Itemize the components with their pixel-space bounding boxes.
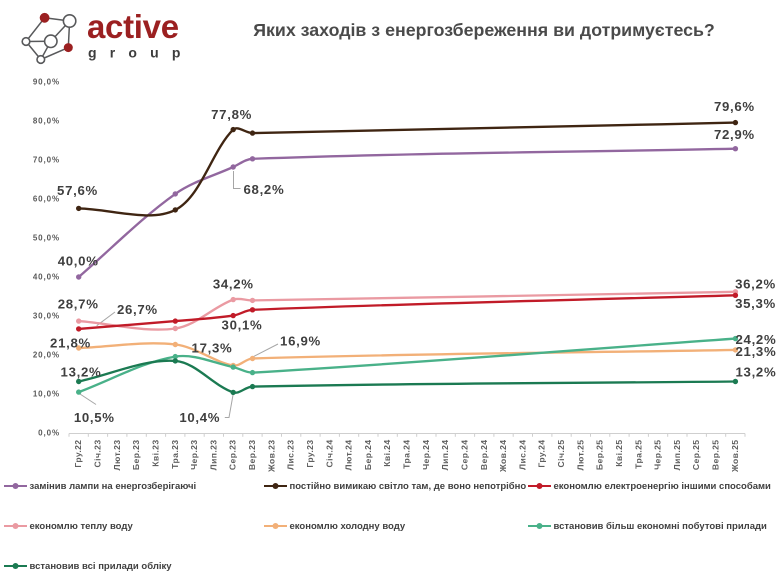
svg-text:90,0%: 90,0% [33,78,60,87]
svg-text:Гру.22: Гру.22 [73,440,83,468]
svg-text:Кві.25: Кві.25 [614,440,624,467]
svg-text:Жов.25: Жов.25 [730,440,740,474]
svg-text:постійно вимикаю світло там, д: постійно вимикаю світло там, де воно неп… [290,481,527,492]
svg-text:10,0%: 10,0% [33,390,60,399]
svg-text:Бер.24: Бер.24 [363,440,373,471]
svg-text:Вер.23: Вер.23 [247,440,257,471]
svg-text:Кві.23: Кві.23 [151,440,161,467]
svg-text:80,0%: 80,0% [33,117,60,126]
svg-text:72,9%: 72,9% [714,127,755,142]
svg-text:30,0%: 30,0% [33,312,60,321]
svg-text:30,1%: 30,1% [222,317,263,332]
svg-text:50,0%: 50,0% [33,234,60,243]
svg-text:70,0%: 70,0% [33,156,60,165]
svg-text:встановив всі прилади обліку: встановив всі прилади обліку [30,561,173,572]
svg-text:Січ.24: Січ.24 [324,440,334,468]
svg-text:Лис.24: Лис.24 [517,440,527,470]
svg-text:40,0%: 40,0% [58,254,99,269]
svg-text:Січ.25: Січ.25 [556,440,566,468]
svg-text:Жов.23: Жов.23 [266,440,276,474]
svg-text:Тра.25: Тра.25 [633,440,643,469]
svg-text:13,2%: 13,2% [61,365,102,380]
svg-text:Тра.24: Тра.24 [402,440,412,469]
svg-text:68,2%: 68,2% [244,182,285,197]
svg-text:Сер.24: Сер.24 [460,440,470,471]
svg-text:36,2%: 36,2% [735,277,776,292]
svg-text:Лют.25: Лют.25 [575,440,585,471]
svg-text:Чер.25: Чер.25 [653,440,663,470]
svg-text:економлю холодну воду: економлю холодну воду [290,521,406,532]
svg-text:Лис.23: Лис.23 [286,440,296,470]
svg-text:Лип.24: Лип.24 [440,440,450,471]
svg-text:Лют.24: Лют.24 [344,440,354,471]
svg-text:Чер.23: Чер.23 [189,440,199,470]
svg-text:group: group [88,45,194,61]
svg-text:16,9%: 16,9% [280,334,321,349]
svg-text:Кві.24: Кві.24 [382,440,392,467]
svg-text:Лип.23: Лип.23 [208,440,218,471]
svg-text:13,2%: 13,2% [736,365,777,380]
svg-text:Бер.25: Бер.25 [595,440,605,471]
svg-text:Жов.24: Жов.24 [498,440,508,474]
svg-text:Вер.25: Вер.25 [711,440,721,471]
svg-text:економлю електроенергію іншими: економлю електроенергію іншими способами [554,481,772,492]
svg-text:17,3%: 17,3% [192,341,233,356]
svg-text:Тра.23: Тра.23 [170,440,180,469]
svg-text:Сер.23: Сер.23 [228,440,238,471]
svg-text:21,8%: 21,8% [50,335,91,350]
svg-text:57,6%: 57,6% [57,183,98,198]
svg-text:34,2%: 34,2% [213,276,254,291]
svg-text:20,0%: 20,0% [33,351,60,360]
svg-text:економлю теплу воду: економлю теплу воду [30,521,134,532]
svg-text:40,0%: 40,0% [33,273,60,282]
svg-text:Січ.23: Січ.23 [93,440,103,468]
svg-text:77,8%: 77,8% [211,107,252,122]
svg-text:35,3%: 35,3% [735,296,776,311]
svg-text:21,3%: 21,3% [736,344,777,359]
svg-text:10,5%: 10,5% [74,410,115,425]
svg-text:встановив більш економні побут: встановив більш економні побутові прилад… [554,521,768,532]
svg-text:Гру.23: Гру.23 [305,440,315,468]
svg-text:24,2%: 24,2% [736,332,777,347]
svg-text:Лют.23: Лют.23 [112,440,122,471]
svg-text:Сер.25: Сер.25 [691,440,701,471]
svg-text:0,0%: 0,0% [38,429,60,438]
svg-text:10,4%: 10,4% [179,410,220,425]
svg-text:79,6%: 79,6% [714,99,755,114]
svg-text:active: active [87,8,179,45]
svg-text:Яких заходів з енергозбереженн: Яких заходів з енергозбереження ви дотри… [253,20,715,40]
svg-text:Бер.23: Бер.23 [131,440,141,471]
svg-text:Гру.24: Гру.24 [537,440,547,468]
svg-text:Вер.24: Вер.24 [479,440,489,471]
svg-text:Чер.24: Чер.24 [421,440,431,470]
svg-text:28,7%: 28,7% [58,297,99,312]
svg-text:замінив лампи на енергозберіга: замінив лампи на енергозберігаючі [30,481,197,492]
svg-text:60,0%: 60,0% [33,195,60,204]
svg-text:Лип.25: Лип.25 [672,440,682,471]
svg-text:26,7%: 26,7% [117,302,158,317]
